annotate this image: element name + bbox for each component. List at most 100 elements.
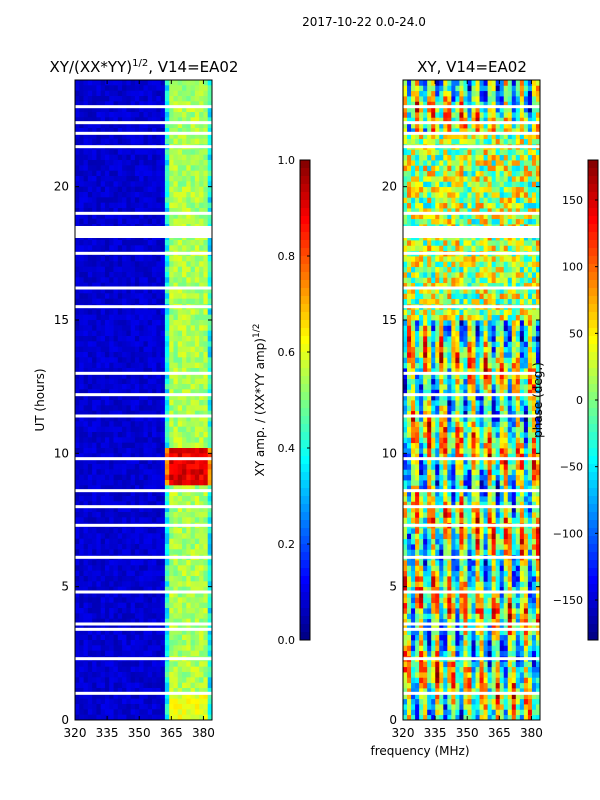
phase-cell	[499, 602, 505, 609]
amplitude-cell	[182, 469, 187, 476]
amplitude-cell	[207, 293, 213, 300]
amplitude-cell	[173, 181, 179, 188]
amplitude-cell	[186, 506, 191, 513]
amplitude-cell	[96, 213, 102, 220]
flagged-band	[75, 121, 212, 125]
amplitude-cell	[130, 661, 136, 668]
amplitude-cell	[182, 650, 187, 657]
amplitude-cell	[143, 426, 149, 433]
phase-cell	[511, 682, 517, 689]
amplitude-cell	[109, 645, 114, 652]
amplitude-cell	[96, 112, 102, 118]
amplitude-cell	[83, 245, 89, 252]
amplitude-cell	[164, 192, 170, 198]
phase-cell	[471, 576, 476, 582]
amplitude-cell	[160, 378, 166, 385]
amplitude-cell	[156, 538, 162, 545]
amplitude-cell	[113, 698, 119, 705]
phase-cell	[523, 693, 529, 700]
phase-cell	[411, 682, 416, 689]
amplitude-cell	[83, 709, 89, 716]
amplitude-cell	[203, 80, 209, 86]
amplitude-cell	[79, 352, 84, 358]
amplitude-cell	[177, 272, 183, 278]
phase-cell	[427, 565, 432, 572]
amplitude-cell	[143, 288, 149, 294]
phase-cell	[515, 586, 521, 593]
phase-cell	[443, 672, 448, 678]
amplitude-cell	[92, 650, 97, 657]
phase-cell	[527, 560, 533, 566]
amplitude-cell	[87, 149, 93, 156]
phase-cell	[403, 586, 408, 593]
phase-cell	[487, 624, 493, 630]
flagged-band	[75, 590, 212, 594]
amplitude-cell	[177, 154, 183, 161]
amplitude-cell	[194, 677, 200, 684]
amplitude-cell	[100, 298, 106, 305]
amplitude-cell	[96, 640, 102, 646]
phase-cell	[467, 672, 472, 678]
amplitude-cell	[134, 293, 140, 300]
amplitude-cell	[182, 581, 187, 588]
phase-cell	[507, 602, 513, 609]
amplitude-cell	[79, 277, 84, 284]
amplitude-cell	[194, 421, 200, 428]
amplitude-cell	[109, 80, 114, 86]
phase-cell	[507, 581, 513, 588]
amplitude-cell	[122, 661, 127, 668]
amplitude-cell	[173, 661, 179, 668]
phase-cell	[499, 645, 505, 652]
amplitude-cell	[92, 133, 97, 140]
amplitude-cell	[104, 693, 110, 700]
amplitude-cell	[104, 533, 110, 540]
amplitude-cell	[130, 528, 136, 534]
phase-cell	[447, 714, 452, 721]
amplitude-cell	[182, 325, 187, 332]
phase-cell	[531, 693, 537, 700]
amplitude-cell	[83, 581, 89, 588]
amplitude-cell	[109, 400, 114, 406]
amplitude-cell	[139, 176, 144, 182]
amplitude-cell	[92, 309, 97, 316]
amplitude-cell	[207, 176, 213, 182]
amplitude-cell	[130, 282, 136, 289]
amplitude-cell	[164, 122, 170, 129]
amplitude-cell	[117, 186, 123, 193]
amplitude-cell	[75, 122, 80, 129]
amplitude-cell	[207, 277, 213, 284]
amplitude-cell	[147, 666, 153, 673]
phase-cell	[459, 698, 464, 705]
amplitude-cell	[199, 85, 204, 92]
phase-cell	[407, 560, 412, 566]
phase-cell	[431, 677, 436, 684]
amplitude-cell	[109, 368, 114, 374]
amplitude-cell	[134, 202, 140, 209]
amplitude-cell	[186, 496, 191, 502]
amplitude-cell	[100, 682, 106, 689]
phase-cell	[423, 597, 428, 604]
amplitude-cell	[182, 549, 187, 556]
amplitude-cell	[186, 693, 191, 700]
phase-cell	[475, 661, 480, 668]
phase-cell	[455, 666, 460, 673]
phase-cell	[487, 581, 493, 588]
amplitude-cell	[83, 357, 89, 364]
amplitude-cell	[160, 458, 166, 465]
amplitude-cell	[122, 474, 127, 481]
amplitude-cell	[92, 362, 97, 369]
amplitude-cell	[199, 528, 204, 534]
amplitude-cell	[109, 208, 114, 214]
amplitude-cell	[156, 341, 162, 348]
phase-cell	[439, 629, 444, 636]
amplitude-cell	[152, 645, 157, 652]
amplitude-cell	[113, 336, 119, 342]
amplitude-cell	[207, 272, 213, 278]
phase-cell	[451, 597, 456, 604]
amplitude-cell	[130, 325, 136, 332]
amplitude-cell	[143, 218, 149, 225]
amplitude-cell	[100, 320, 106, 326]
amplitude-cell	[134, 90, 140, 97]
amplitude-cell	[139, 373, 144, 380]
amplitude-cell	[104, 576, 110, 582]
